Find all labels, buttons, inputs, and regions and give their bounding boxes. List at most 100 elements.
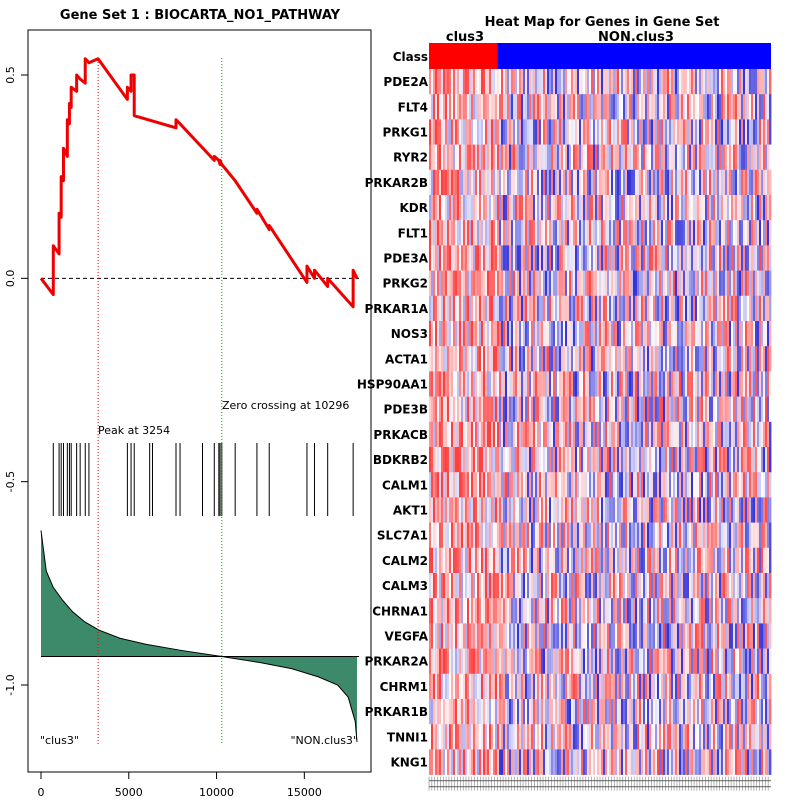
heatmap-cell xyxy=(761,295,764,322)
heatmap-cell xyxy=(473,396,476,423)
heatmap-cell xyxy=(597,195,600,221)
heatmap-cell xyxy=(641,699,644,725)
heatmap-cell xyxy=(515,749,518,775)
heatmap-cell xyxy=(483,321,486,347)
heatmap-cell xyxy=(679,396,682,423)
heatmap-cell xyxy=(475,69,478,95)
heatmap-cell xyxy=(523,547,526,574)
heatmap-cell xyxy=(491,623,494,649)
heatmap-cell xyxy=(639,295,642,322)
heatmap-cell xyxy=(487,94,490,120)
heatmap-cell xyxy=(743,547,746,574)
heatmap-cell xyxy=(679,169,682,196)
heatmap-cell xyxy=(617,195,620,221)
heatmap-cell xyxy=(769,724,772,750)
heatmap-cell xyxy=(573,270,576,297)
heatmap-cell xyxy=(723,169,726,196)
x-tick-label: 10000 xyxy=(199,786,234,799)
heatmap-cell xyxy=(519,623,522,649)
heatmap-cell xyxy=(617,447,620,473)
heatmap-cell xyxy=(579,598,582,624)
heatmap-cell xyxy=(595,472,598,498)
heatmap-cell xyxy=(643,623,646,649)
heatmap-cell xyxy=(769,220,772,246)
heatmap-cell xyxy=(711,623,714,649)
heatmap-cell xyxy=(491,421,494,448)
heatmap-cell xyxy=(743,598,746,624)
heatmap-cell xyxy=(759,522,762,549)
heatmap-cell xyxy=(751,69,754,95)
heatmap-cell xyxy=(517,673,520,700)
heatmap-cell xyxy=(555,245,558,271)
heatmap-cell xyxy=(769,321,772,347)
heatmap-cell xyxy=(547,623,550,649)
heatmap-cell xyxy=(621,169,624,196)
heatmap-cell xyxy=(645,699,648,725)
heatmap-cell xyxy=(465,497,468,523)
heatmap-cell xyxy=(673,295,676,322)
heatmap-cell xyxy=(595,573,598,599)
heatmap-cell xyxy=(767,648,770,675)
heatmap-cell xyxy=(569,749,572,775)
heatmap-cell xyxy=(693,346,696,372)
heatmap-cell xyxy=(613,623,616,649)
heatmap-cell xyxy=(569,295,572,322)
heatmap-cell xyxy=(479,321,482,347)
heatmap-cell xyxy=(533,371,536,397)
heatmap-cell xyxy=(435,749,438,775)
heatmap-cell xyxy=(735,195,738,221)
heatmap-cell xyxy=(527,321,530,347)
heatmap-cell xyxy=(555,94,558,120)
heatmap-cell xyxy=(679,94,682,120)
heatmap-cell xyxy=(737,169,740,196)
heatmap-cell xyxy=(653,295,656,322)
heatmap-cell xyxy=(515,497,518,523)
heatmap-cell xyxy=(737,472,740,498)
heatmap-cell xyxy=(633,447,636,473)
heatmap-cell xyxy=(455,648,458,675)
heatmap-cell xyxy=(553,295,556,322)
heatmap-cell xyxy=(603,169,606,196)
heatmap-cell xyxy=(549,94,552,120)
heatmap-cell xyxy=(749,547,752,574)
heatmap-cell xyxy=(685,220,688,246)
heatmap-cell xyxy=(499,396,502,423)
heatmap-cell xyxy=(491,396,494,423)
heatmap-cell xyxy=(457,94,460,120)
heatmap-cell xyxy=(485,245,488,271)
heatmap-cell xyxy=(481,69,484,95)
heatmap-cell xyxy=(679,724,682,750)
heatmap-cell xyxy=(629,245,632,271)
heatmap-cell xyxy=(743,169,746,196)
heatmap-cell xyxy=(713,169,716,196)
heatmap-cell xyxy=(767,169,770,196)
heatmap-cell xyxy=(559,94,562,120)
heatmap-cell xyxy=(769,396,772,423)
heatmap-cell xyxy=(525,699,528,725)
heatmap-cell xyxy=(603,447,606,473)
heatmap-cell xyxy=(579,94,582,120)
heatmap-cell xyxy=(573,447,576,473)
heatmap-cell xyxy=(675,573,678,599)
heatmap-cell xyxy=(627,522,630,549)
heatmap-cell xyxy=(597,421,600,448)
heatmap-cell xyxy=(475,447,478,473)
heatmap-cell xyxy=(721,673,724,700)
heatmap-cell xyxy=(643,220,646,246)
heatmap-cell xyxy=(495,472,498,498)
heatmap-cell xyxy=(655,270,658,297)
heatmap-cell xyxy=(475,321,478,347)
heatmap-cell xyxy=(525,421,528,448)
heatmap-cell xyxy=(533,724,536,750)
heatmap-cell xyxy=(515,648,518,675)
heatmap-cell xyxy=(541,447,544,473)
heatmap-cell xyxy=(479,547,482,574)
heatmap-cell xyxy=(577,396,580,423)
heatmap-cell xyxy=(577,648,580,675)
heatmap-cell xyxy=(711,220,714,246)
heatmap-cell xyxy=(437,724,440,750)
heatmap-cell xyxy=(743,270,746,297)
heatmap-cell xyxy=(715,295,718,322)
heatmap-cell xyxy=(651,321,654,347)
heatmap-cell xyxy=(697,144,700,171)
